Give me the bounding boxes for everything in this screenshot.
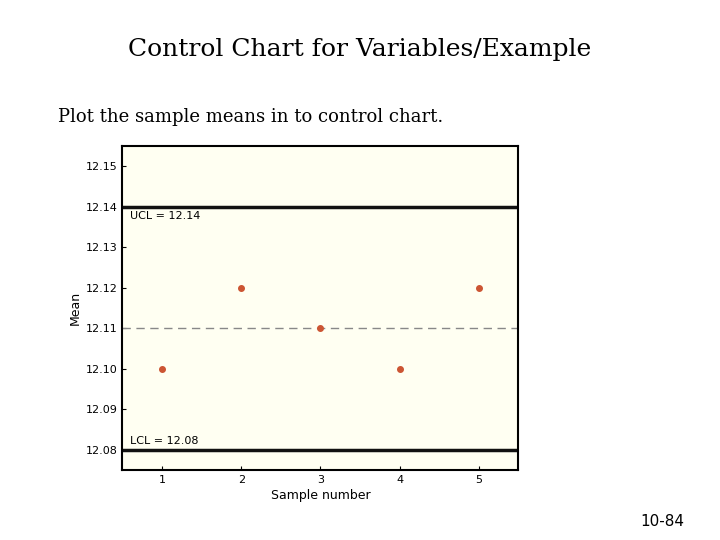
Text: 10-84: 10-84 — [640, 514, 684, 529]
Text: UCL = 12.14: UCL = 12.14 — [130, 211, 201, 221]
Text: LCL = 12.08: LCL = 12.08 — [130, 435, 199, 445]
Text: Plot the sample means in to control chart.: Plot the sample means in to control char… — [58, 108, 443, 126]
Y-axis label: Mean: Mean — [68, 291, 81, 325]
Text: Control Chart for Variables/Example: Control Chart for Variables/Example — [128, 38, 592, 61]
X-axis label: Sample number: Sample number — [271, 489, 370, 502]
